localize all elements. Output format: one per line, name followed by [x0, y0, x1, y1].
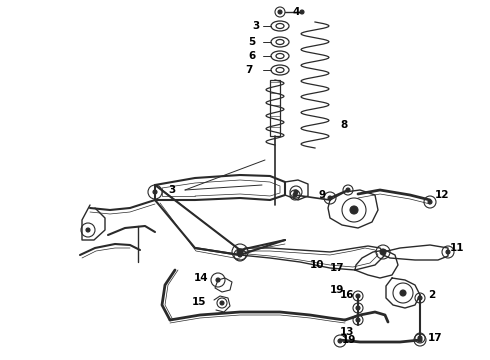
Circle shape — [220, 301, 224, 305]
Circle shape — [350, 206, 358, 214]
Text: 19: 19 — [342, 335, 356, 345]
Text: 17: 17 — [428, 333, 442, 343]
Text: 5: 5 — [248, 37, 255, 47]
Circle shape — [418, 336, 422, 340]
Circle shape — [338, 339, 342, 343]
Circle shape — [237, 249, 243, 255]
Circle shape — [300, 10, 304, 14]
Circle shape — [153, 190, 157, 194]
Text: 14: 14 — [194, 273, 209, 283]
Circle shape — [328, 196, 332, 200]
Text: 9: 9 — [318, 190, 325, 200]
Text: 11: 11 — [450, 243, 465, 253]
Text: 19: 19 — [330, 285, 344, 295]
Circle shape — [356, 318, 360, 322]
Text: 16: 16 — [340, 290, 354, 300]
Text: 3: 3 — [252, 21, 259, 31]
Text: 4: 4 — [292, 7, 299, 17]
Circle shape — [380, 249, 386, 255]
Circle shape — [418, 338, 422, 342]
Circle shape — [418, 296, 422, 300]
Circle shape — [346, 188, 350, 192]
Circle shape — [356, 294, 360, 298]
Text: 7: 7 — [245, 65, 252, 75]
Text: 8: 8 — [340, 120, 347, 130]
Circle shape — [428, 200, 432, 204]
Text: 10: 10 — [310, 260, 324, 270]
Text: 2: 2 — [428, 290, 435, 300]
Circle shape — [238, 253, 242, 257]
Circle shape — [446, 250, 450, 254]
Circle shape — [356, 306, 360, 310]
Circle shape — [278, 10, 282, 14]
Bar — [270, 80, 280, 136]
Circle shape — [294, 190, 298, 194]
Circle shape — [400, 290, 406, 296]
Text: 12: 12 — [435, 190, 449, 200]
Circle shape — [216, 278, 220, 282]
Text: 6: 6 — [248, 51, 255, 61]
Text: 17: 17 — [330, 263, 344, 273]
Text: 3: 3 — [168, 185, 175, 195]
Circle shape — [86, 228, 90, 232]
Circle shape — [293, 193, 297, 197]
Text: 15: 15 — [192, 297, 206, 307]
Text: 13: 13 — [340, 327, 354, 337]
